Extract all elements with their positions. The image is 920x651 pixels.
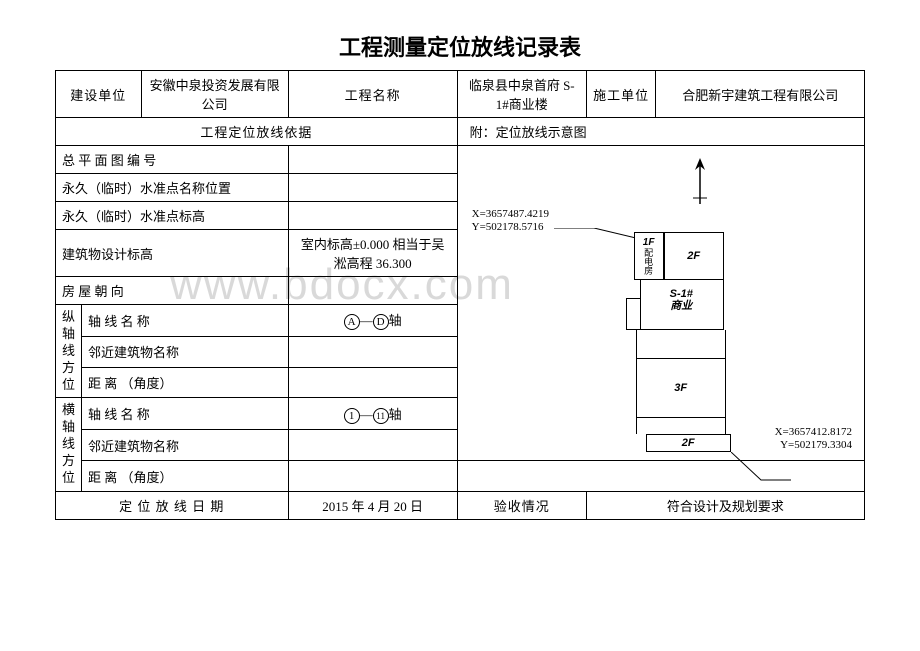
- basis-header: 工程定位放线依据: [56, 118, 458, 146]
- row-plan-no: 总 平 面 图 编 号: [56, 146, 289, 174]
- header-col3-label: 施工单位: [586, 71, 656, 118]
- building-s1-label: S-1# 商业: [670, 288, 693, 312]
- accept-value: 符合设计及规划要求: [586, 491, 864, 519]
- coord-bottom: X=3657412.8172 Y=502179.3304: [775, 426, 852, 452]
- diagram-cell: X=3657487.4219 Y=502178.5716 1F 配电房 2F S…: [457, 146, 864, 461]
- header-col2-value: 临泉县中泉首府 S-1#商业楼: [457, 71, 586, 118]
- ha-name-value: 1—11轴: [288, 398, 457, 430]
- page-title: 工程测量定位放线记录表: [0, 0, 920, 70]
- row-orientation: 房 屋 朝 向: [56, 277, 289, 305]
- building-s1-notch: [626, 298, 640, 330]
- header-col3-value: 合肥新宇建筑工程有限公司: [656, 71, 865, 118]
- north-arrow-icon: [689, 158, 711, 210]
- row-plan-no-val: [288, 146, 457, 174]
- coord-top: X=3657487.4219 Y=502178.5716: [472, 208, 549, 234]
- row-bm-elev-val: [288, 202, 457, 230]
- accept-label: 验收情况: [457, 491, 586, 519]
- ha-adj-val: [288, 430, 457, 461]
- va-name-value: A—D轴: [288, 305, 457, 337]
- horizontal-axis-group: 横轴线方位: [56, 398, 82, 491]
- building-1f: 1F 配电房: [634, 232, 664, 280]
- building-gap1: [636, 330, 726, 358]
- va-dist-val: [288, 367, 457, 398]
- leader-line-1: [554, 228, 636, 240]
- ha-dist-val: [288, 461, 457, 492]
- ha-name-label: 轴 线 名 称: [82, 398, 289, 430]
- diagram-header: 附：定位放线示意图: [457, 118, 864, 146]
- header-col1-value: 安徽中泉投资发展有限公司: [141, 71, 288, 118]
- row-design-elev-label: 建筑物设计标高: [56, 230, 289, 277]
- header-col2-label: 工程名称: [288, 71, 457, 118]
- row-bm-elev: 永久（临时）水准点标高: [56, 202, 289, 230]
- va-adj-label: 邻近建筑物名称: [82, 336, 289, 367]
- building-3f: 3F: [636, 358, 726, 418]
- va-name-label: 轴 线 名 称: [82, 305, 289, 337]
- va-dist-label: 距 离 （角度）: [82, 367, 289, 398]
- date-value: 2015 年 4 月 20 日: [288, 491, 457, 519]
- row-design-elev-value: 室内标高±0.000 相当于吴淞高程 36.300: [288, 230, 457, 277]
- building-2f-top: 2F: [664, 232, 724, 280]
- va-adj-val: [288, 336, 457, 367]
- ha-dist-label: 距 离 （角度）: [82, 461, 289, 492]
- row-bm-name: 永久（临时）水准点名称位置: [56, 174, 289, 202]
- building-2f-bottom: 2F: [646, 434, 731, 452]
- leader-line-2: [731, 452, 791, 482]
- ha-adj-label: 邻近建筑物名称: [82, 430, 289, 461]
- building-gap2: [636, 418, 726, 434]
- row-bm-name-val: [288, 174, 457, 202]
- date-label: 定 位 放 线 日 期: [56, 491, 289, 519]
- row-orientation-val: [288, 277, 457, 305]
- vertical-axis-group: 纵轴线方位: [56, 305, 82, 398]
- record-table: 建设单位 安徽中泉投资发展有限公司 工程名称 临泉县中泉首府 S-1#商业楼 施…: [55, 70, 865, 520]
- header-col1-label: 建设单位: [56, 71, 142, 118]
